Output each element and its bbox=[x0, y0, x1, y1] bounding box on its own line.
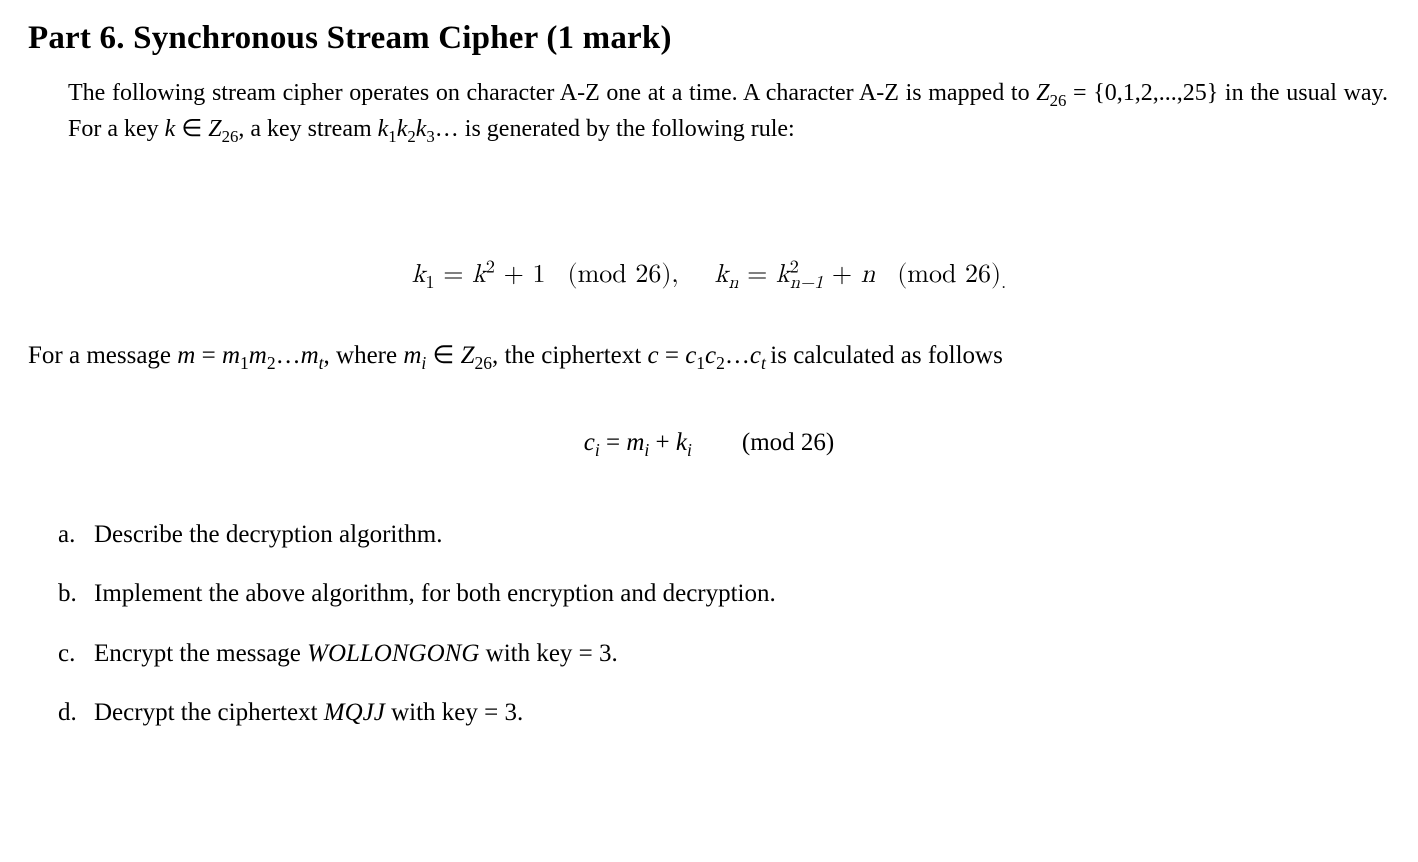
marker-b: b. bbox=[58, 575, 94, 613]
element-of: ∈ bbox=[175, 116, 208, 142]
f-k: k bbox=[472, 262, 486, 288]
k3-sub: 3 bbox=[426, 127, 434, 146]
msg-c1-sub: 1 bbox=[696, 353, 705, 373]
msg-z26: Z bbox=[461, 342, 475, 369]
cf-mod: (mod 26) bbox=[742, 429, 834, 456]
marker-d: d. bbox=[58, 694, 94, 732]
question-a-text: Describe the decryption algorithm. bbox=[94, 516, 443, 554]
z26b-symbol: Z bbox=[208, 116, 221, 142]
z26b-subscript: 26 bbox=[222, 127, 239, 146]
f-plusn: + bbox=[823, 262, 861, 288]
f-n: n bbox=[861, 262, 875, 288]
cf-ki-sub: i bbox=[687, 440, 692, 460]
msg-eq: = bbox=[195, 342, 222, 369]
msg-in: ∈ bbox=[426, 342, 460, 369]
cf-eq: = bbox=[600, 429, 627, 456]
question-list: a. Describe the decryption algorithm. b.… bbox=[28, 516, 1390, 732]
f-period: . bbox=[1001, 273, 1006, 292]
f-nminus1: n−1 bbox=[790, 273, 823, 292]
f-eq2: = bbox=[739, 262, 777, 288]
msg-m2-sub: 2 bbox=[267, 353, 276, 373]
f-k1-sub: 1 bbox=[426, 273, 435, 292]
question-c-text: Encrypt the message WOLLONGONG with key … bbox=[94, 635, 618, 673]
question-a: a. Describe the decryption algorithm. bbox=[58, 516, 1390, 554]
qc-t2: with key = 3. bbox=[479, 640, 617, 667]
f-kn-sub: n bbox=[728, 273, 738, 292]
msg-dots2: … bbox=[725, 342, 750, 369]
k2-var: k bbox=[397, 116, 408, 142]
msg-mi: m bbox=[403, 342, 421, 369]
key-k: k bbox=[165, 116, 176, 142]
marker-a: a. bbox=[58, 516, 94, 554]
qd-t1: Decrypt the ciphertext bbox=[94, 699, 324, 726]
cf-ki: k bbox=[676, 429, 687, 456]
intro-paragraph: The following stream cipher operates on … bbox=[28, 75, 1390, 147]
k3-var: k bbox=[416, 116, 427, 142]
msg-m1: m bbox=[222, 342, 240, 369]
qc-t1: Encrypt the message bbox=[94, 640, 307, 667]
f-k1: k bbox=[412, 262, 426, 288]
document-title: Part 6. Synchronous Stream Cipher (1 mar… bbox=[28, 20, 1390, 57]
msg-t2: , where bbox=[324, 342, 404, 369]
f-mod26b: (mod 26) bbox=[897, 262, 1001, 288]
cf-mi: m bbox=[626, 429, 644, 456]
keystream-formula: k1 = k2 + 1(mod 26),kn = k2n−1 + n(mod 2… bbox=[28, 257, 1390, 293]
msg-mt: m bbox=[301, 342, 319, 369]
question-d: d. Decrypt the ciphertext MQJJ with key … bbox=[58, 694, 1390, 732]
msg-eq2: = bbox=[659, 342, 686, 369]
message-line: For a message m = m1m2…mt, where mi ∈ Z2… bbox=[28, 337, 1390, 375]
marker-c: c. bbox=[58, 635, 94, 673]
msg-ct: c bbox=[750, 342, 761, 369]
intro-text-1: The following stream cipher operates on … bbox=[68, 80, 1036, 106]
intro-text-3: , a key stream bbox=[238, 116, 377, 142]
f-kprev: k bbox=[776, 262, 790, 288]
f-eq1: = bbox=[435, 262, 473, 288]
k1-var: k bbox=[378, 116, 389, 142]
msg-t4: is calculated as follows bbox=[770, 342, 1003, 369]
f-plus1: + 1 bbox=[495, 262, 546, 288]
z26-symbol: Z bbox=[1036, 80, 1049, 106]
msg-c2-sub: 2 bbox=[716, 353, 725, 373]
f-kn: k bbox=[715, 262, 729, 288]
question-c: c. Encrypt the message WOLLONGONG with k… bbox=[58, 635, 1390, 673]
msg-c2: c bbox=[705, 342, 716, 369]
msg-m: m bbox=[177, 342, 195, 369]
z26-subscript: 26 bbox=[1050, 91, 1067, 110]
msg-z26-sub: 26 bbox=[474, 353, 492, 373]
f-mod26a: (mod 26), bbox=[567, 262, 678, 288]
cf-plus: + bbox=[649, 429, 676, 456]
qd-t2: with key = 3. bbox=[385, 699, 523, 726]
f-sq: 2 bbox=[486, 257, 495, 276]
msg-dots: … bbox=[276, 342, 301, 369]
msg-m1-sub: 1 bbox=[240, 353, 249, 373]
intro-text-4: … is generated by the following rule: bbox=[435, 116, 795, 142]
question-b-text: Implement the above algorithm, for both … bbox=[94, 575, 776, 613]
msg-c1: c bbox=[685, 342, 696, 369]
question-b: b. Implement the above algorithm, for bo… bbox=[58, 575, 1390, 613]
question-d-text: Decrypt the ciphertext MQJJ with key = 3… bbox=[94, 694, 523, 732]
msg-c: c bbox=[647, 342, 658, 369]
msg-t3: , the ciphertext bbox=[492, 342, 648, 369]
msg-m2: m bbox=[249, 342, 267, 369]
k1-sub: 1 bbox=[388, 127, 396, 146]
msg-t1: For a message bbox=[28, 342, 177, 369]
msg-ct-sub: t bbox=[761, 353, 770, 373]
cipher-formula: ci = mi + ki(mod 26) bbox=[28, 425, 1390, 460]
qd-word: MQJJ bbox=[324, 699, 385, 726]
k2-sub: 2 bbox=[407, 127, 415, 146]
cf-ci: c bbox=[584, 429, 595, 456]
qc-word: WOLLONGONG bbox=[307, 640, 479, 667]
